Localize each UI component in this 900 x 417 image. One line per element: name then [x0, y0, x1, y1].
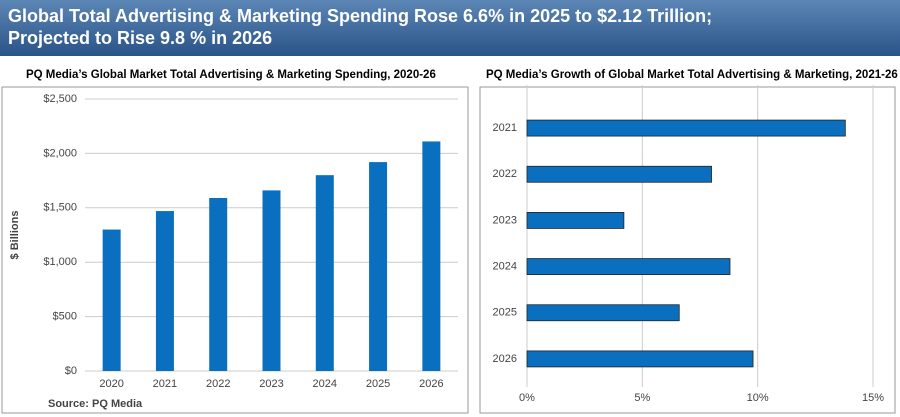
- x-tick-label: 15%: [862, 392, 884, 404]
- x-tick-label: 2025: [366, 378, 390, 390]
- header-title: Global Total Advertising & Marketing Spe…: [8, 6, 713, 48]
- y-tick-label: $2,000: [43, 147, 77, 159]
- bar: [526, 165, 712, 183]
- panel: [479, 86, 896, 414]
- bar: [102, 229, 121, 371]
- y-tick-label: 2026: [493, 353, 517, 365]
- y-tick-label: 2023: [493, 214, 517, 226]
- x-tick-label: 2020: [99, 378, 123, 390]
- bar: [526, 304, 680, 322]
- x-tick-label: 0%: [519, 392, 535, 404]
- y-tick-label: $500: [53, 311, 77, 323]
- x-tick-label: 2021: [153, 378, 177, 390]
- panel: [1, 86, 469, 414]
- source: Source: PQ Media: [48, 398, 143, 410]
- x-tick-label: 5%: [634, 392, 650, 404]
- bar: [369, 162, 388, 371]
- x-tick-label: 10%: [747, 392, 769, 404]
- chart-title: PQ Media’s Global Market Total Advertisi…: [26, 69, 436, 81]
- y-tick-label: $1,000: [43, 256, 77, 268]
- header: Global Total Advertising & Marketing Spe…: [0, 0, 900, 56]
- bar: [209, 198, 228, 371]
- x-tick-label: 2023: [259, 378, 283, 390]
- x-tick-label: 2024: [313, 378, 337, 390]
- x-tick-label: 2022: [206, 378, 230, 390]
- y-tick-label: $1,500: [43, 202, 77, 214]
- x-tick-label: 2026: [419, 378, 443, 390]
- bar: [526, 119, 846, 137]
- bar: [526, 258, 731, 275]
- bar: [315, 175, 334, 371]
- chart-title: PQ Media’s Growth of Global Market Total…: [486, 69, 898, 81]
- bar: [422, 141, 441, 371]
- y-tick-label: 2025: [493, 307, 517, 319]
- y-tick-label: 2024: [493, 260, 517, 272]
- y-tick-label: $0: [65, 365, 77, 377]
- y-tick-label: 2021: [493, 122, 517, 134]
- bar: [526, 212, 625, 229]
- bar: [155, 211, 174, 371]
- y-tick-label: 2022: [493, 168, 517, 180]
- y-tick-label: $2,500: [43, 93, 77, 105]
- y-axis-label: $ Billions: [9, 211, 21, 260]
- bar: [262, 190, 281, 371]
- bar: [526, 350, 754, 368]
